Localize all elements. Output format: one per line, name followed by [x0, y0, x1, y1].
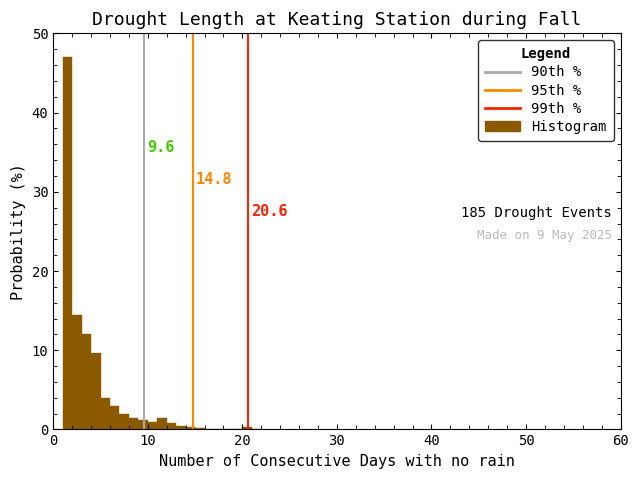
Bar: [214, 429, 223, 430]
Bar: [91, 353, 100, 430]
Bar: [252, 429, 261, 430]
Bar: [82, 335, 91, 430]
Y-axis label: Probability (%): Probability (%): [11, 163, 26, 300]
Bar: [110, 406, 120, 430]
Bar: [176, 425, 186, 430]
Bar: [120, 414, 129, 430]
Bar: [186, 427, 195, 430]
X-axis label: Number of Consecutive Days with no rain: Number of Consecutive Days with no rain: [159, 454, 515, 469]
Bar: [205, 429, 214, 430]
Bar: [157, 418, 167, 430]
Title: Drought Length at Keating Station during Fall: Drought Length at Keating Station during…: [92, 11, 582, 29]
Text: Made on 9 May 2025: Made on 9 May 2025: [477, 229, 612, 242]
Text: 9.6: 9.6: [147, 140, 174, 155]
Bar: [100, 398, 110, 430]
Text: 14.8: 14.8: [196, 172, 232, 187]
Bar: [63, 57, 72, 430]
Bar: [195, 428, 205, 430]
Text: 20.6: 20.6: [251, 204, 287, 218]
Bar: [243, 427, 252, 430]
Bar: [148, 421, 157, 430]
Bar: [138, 420, 148, 430]
Legend: 90th %, 95th %, 99th %, Histogram: 90th %, 95th %, 99th %, Histogram: [479, 40, 614, 141]
Bar: [72, 314, 82, 430]
Bar: [167, 423, 176, 430]
Text: 185 Drought Events: 185 Drought Events: [461, 206, 612, 220]
Bar: [129, 418, 138, 430]
